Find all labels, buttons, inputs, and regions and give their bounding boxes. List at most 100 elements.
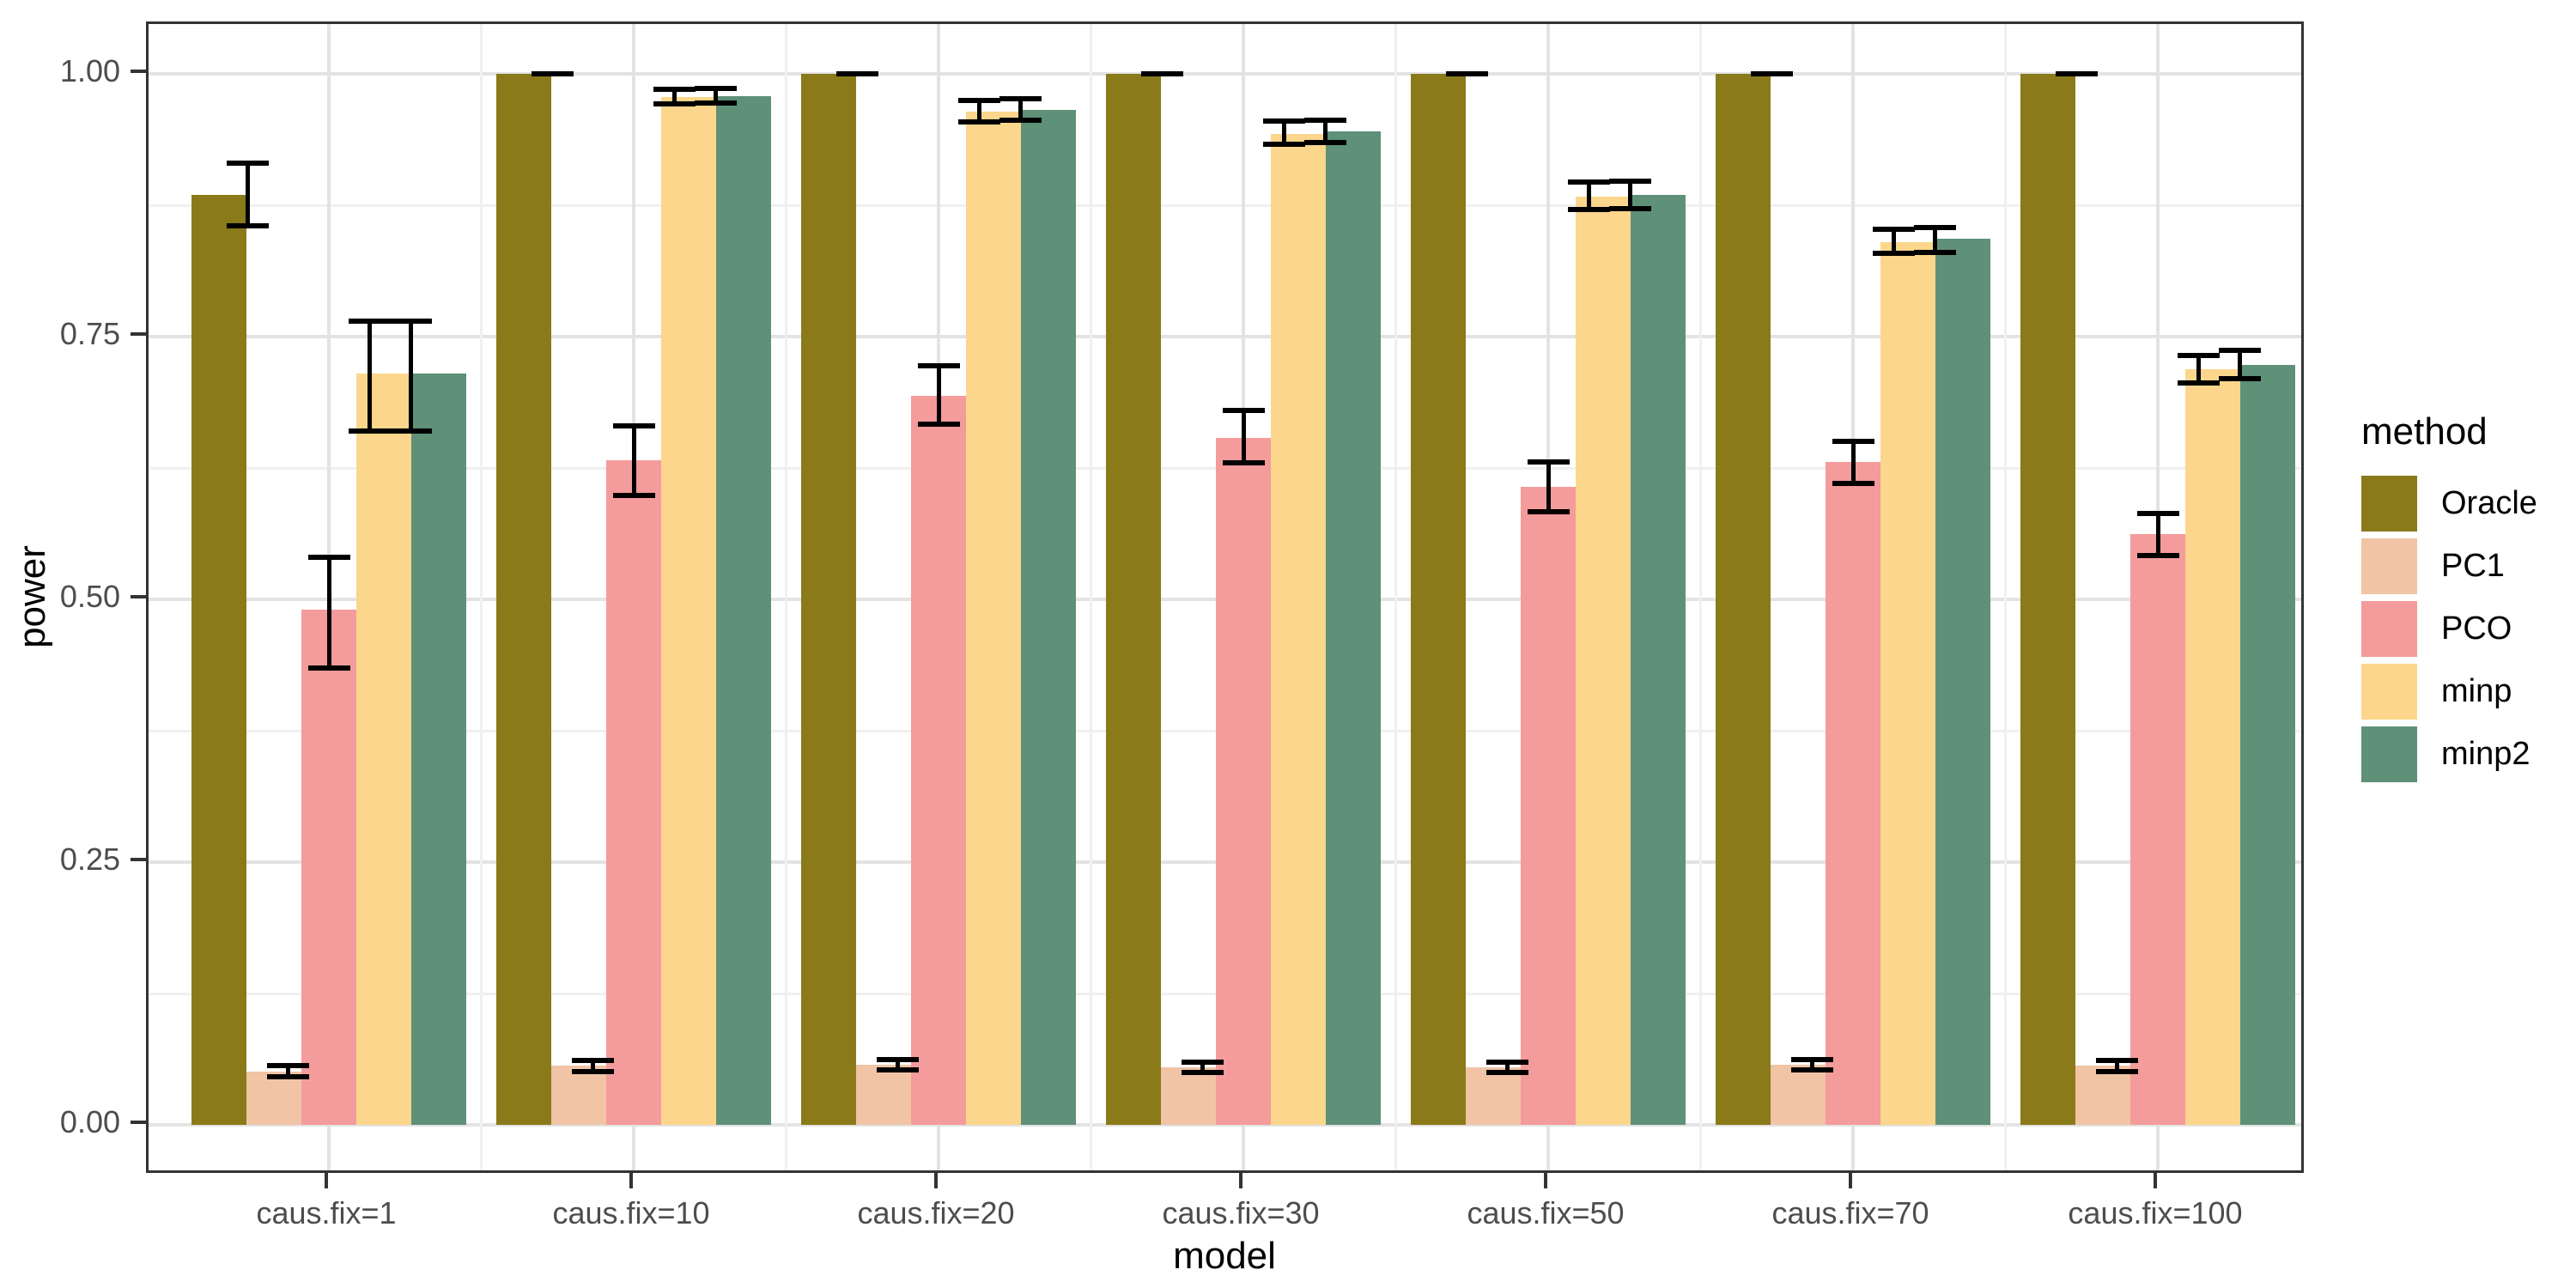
error-bar-cap-top — [1791, 1057, 1833, 1063]
gridline-minor-v — [1394, 24, 1397, 1170]
error-bar-stem — [2115, 1058, 2119, 1074]
error-bar-cap-bottom — [1263, 142, 1305, 147]
y-axis-title: power — [11, 545, 53, 648]
y-tick-mark — [131, 1121, 146, 1124]
error-bar-cap-top — [267, 1063, 309, 1069]
error-bar-stem — [2237, 347, 2242, 381]
error-bar-stem — [713, 86, 718, 106]
error-bar-cap-top — [349, 318, 391, 324]
error-bar-cap-top — [958, 97, 1000, 103]
bar-minp — [355, 373, 411, 1125]
bar-minp2 — [1935, 239, 1990, 1125]
error-bar-minp2 — [1913, 224, 1956, 256]
error-bar-PCO — [1527, 459, 1570, 515]
error-bar-cap-top — [1873, 227, 1915, 233]
error-bar-PC1 — [1486, 1059, 1528, 1075]
error-bar-minp — [1263, 118, 1305, 147]
x-tick-mark — [629, 1173, 633, 1188]
legend-item: PCO — [2361, 601, 2537, 657]
error-bar-PCO — [2136, 510, 2179, 558]
legend-swatch-minp2 — [2361, 726, 2417, 782]
legend-item-label: Oracle — [2441, 485, 2537, 521]
error-bar-cap-top — [572, 1058, 614, 1064]
bar-PCO — [1216, 437, 1271, 1125]
error-bar-cap-top — [1263, 118, 1305, 125]
bar-Oracle — [1411, 74, 1467, 1125]
error-bar-cap-bottom — [267, 1073, 309, 1079]
x-tick-label: caus.fix=1 — [256, 1195, 397, 1230]
error-bar-cap-top — [1182, 1059, 1224, 1065]
error-bar-cap-top — [999, 96, 1042, 102]
bar-PC1 — [1466, 1066, 1522, 1125]
bar-Oracle — [801, 74, 857, 1125]
error-bar-minp2 — [389, 318, 432, 434]
error-bar-stem — [1627, 178, 1632, 211]
error-bar-cap-bottom — [531, 71, 574, 76]
error-bar-stem — [2155, 510, 2160, 558]
error-bar-cap-bottom — [2178, 380, 2220, 386]
legend-items: Oracle PC1 PCO minp minp2 — [2361, 476, 2537, 782]
error-bar-cap-bottom — [958, 119, 1000, 125]
y-tick-mark — [131, 70, 146, 73]
error-bar-minp — [958, 97, 1000, 125]
legend-swatch-minp — [2361, 664, 2417, 720]
error-bar-stem — [1850, 439, 1856, 487]
error-bar-stem — [1892, 227, 1896, 257]
y-tick-mark — [131, 332, 146, 336]
error-bar-cap-top — [1568, 179, 1610, 185]
error-bar-PCO — [1832, 439, 1874, 487]
error-bar-cap-bottom — [612, 492, 655, 498]
error-bar-stem — [1200, 1059, 1205, 1075]
error-bar-PC1 — [1791, 1057, 1833, 1073]
y-tick-label: 0.00 — [59, 1104, 120, 1139]
error-bar-cap-bottom — [1303, 139, 1346, 145]
error-bar-cap-top — [2218, 347, 2261, 353]
error-bar-cap-bottom — [1750, 71, 1793, 76]
legend: method Oracle PC1 PCO minp minp2 — [2361, 410, 2537, 789]
bar-PCO — [1826, 461, 1880, 1125]
bar-Oracle — [2020, 74, 2076, 1125]
error-bar-cap-bottom — [1140, 71, 1183, 76]
error-bar-stem — [1587, 179, 1591, 212]
gridline-minor-v — [480, 24, 483, 1170]
error-bar-cap-top — [1608, 178, 1651, 184]
legend-item: minp — [2361, 664, 2537, 720]
error-bar-cap-top — [2096, 1058, 2138, 1064]
bar-minp2 — [410, 373, 466, 1125]
error-bar-cap-top — [1527, 459, 1570, 465]
bar-minp2 — [1325, 131, 1381, 1125]
x-tick-mark — [325, 1173, 328, 1188]
error-bar-stem — [1018, 96, 1023, 123]
legend-swatch-PCO — [2361, 601, 2417, 657]
bar-Oracle — [1716, 74, 1771, 1125]
error-bar-PCO — [307, 555, 350, 671]
error-bar-cap-top — [307, 555, 350, 561]
bar-minp — [1575, 197, 1631, 1125]
gridline-minor-h — [149, 204, 2301, 207]
bar-PC1 — [1771, 1065, 1826, 1125]
error-bar-cap-bottom — [2218, 375, 2261, 381]
error-bar-cap-bottom — [835, 71, 878, 76]
bar-minp — [2184, 368, 2240, 1125]
error-bar-cap-bottom — [694, 100, 737, 106]
bar-minp — [965, 112, 1021, 1125]
legend-item-label: PCO — [2441, 611, 2512, 647]
error-bar-cap-bottom — [1568, 206, 1610, 212]
gridline-major-h — [149, 1123, 2301, 1127]
x-tick-mark — [2154, 1173, 2157, 1188]
gridline-major-h — [149, 72, 2301, 76]
error-bar-cap-bottom — [1873, 251, 1915, 257]
error-bar-cap-top — [917, 363, 960, 369]
error-bar-cap-top — [1222, 407, 1265, 413]
error-bar-cap-bottom — [999, 117, 1042, 123]
error-bar-Oracle — [226, 161, 269, 229]
bar-minp2 — [1630, 194, 1686, 1125]
error-bar-stem — [631, 423, 636, 498]
error-bar-PC1 — [1182, 1059, 1224, 1075]
gridline-minor-v — [2004, 24, 2007, 1170]
bar-Oracle — [1106, 74, 1162, 1125]
gridline-minor-v — [1699, 24, 1702, 1170]
error-bar-cap-bottom — [1182, 1069, 1224, 1075]
error-bar-stem — [1505, 1059, 1510, 1075]
